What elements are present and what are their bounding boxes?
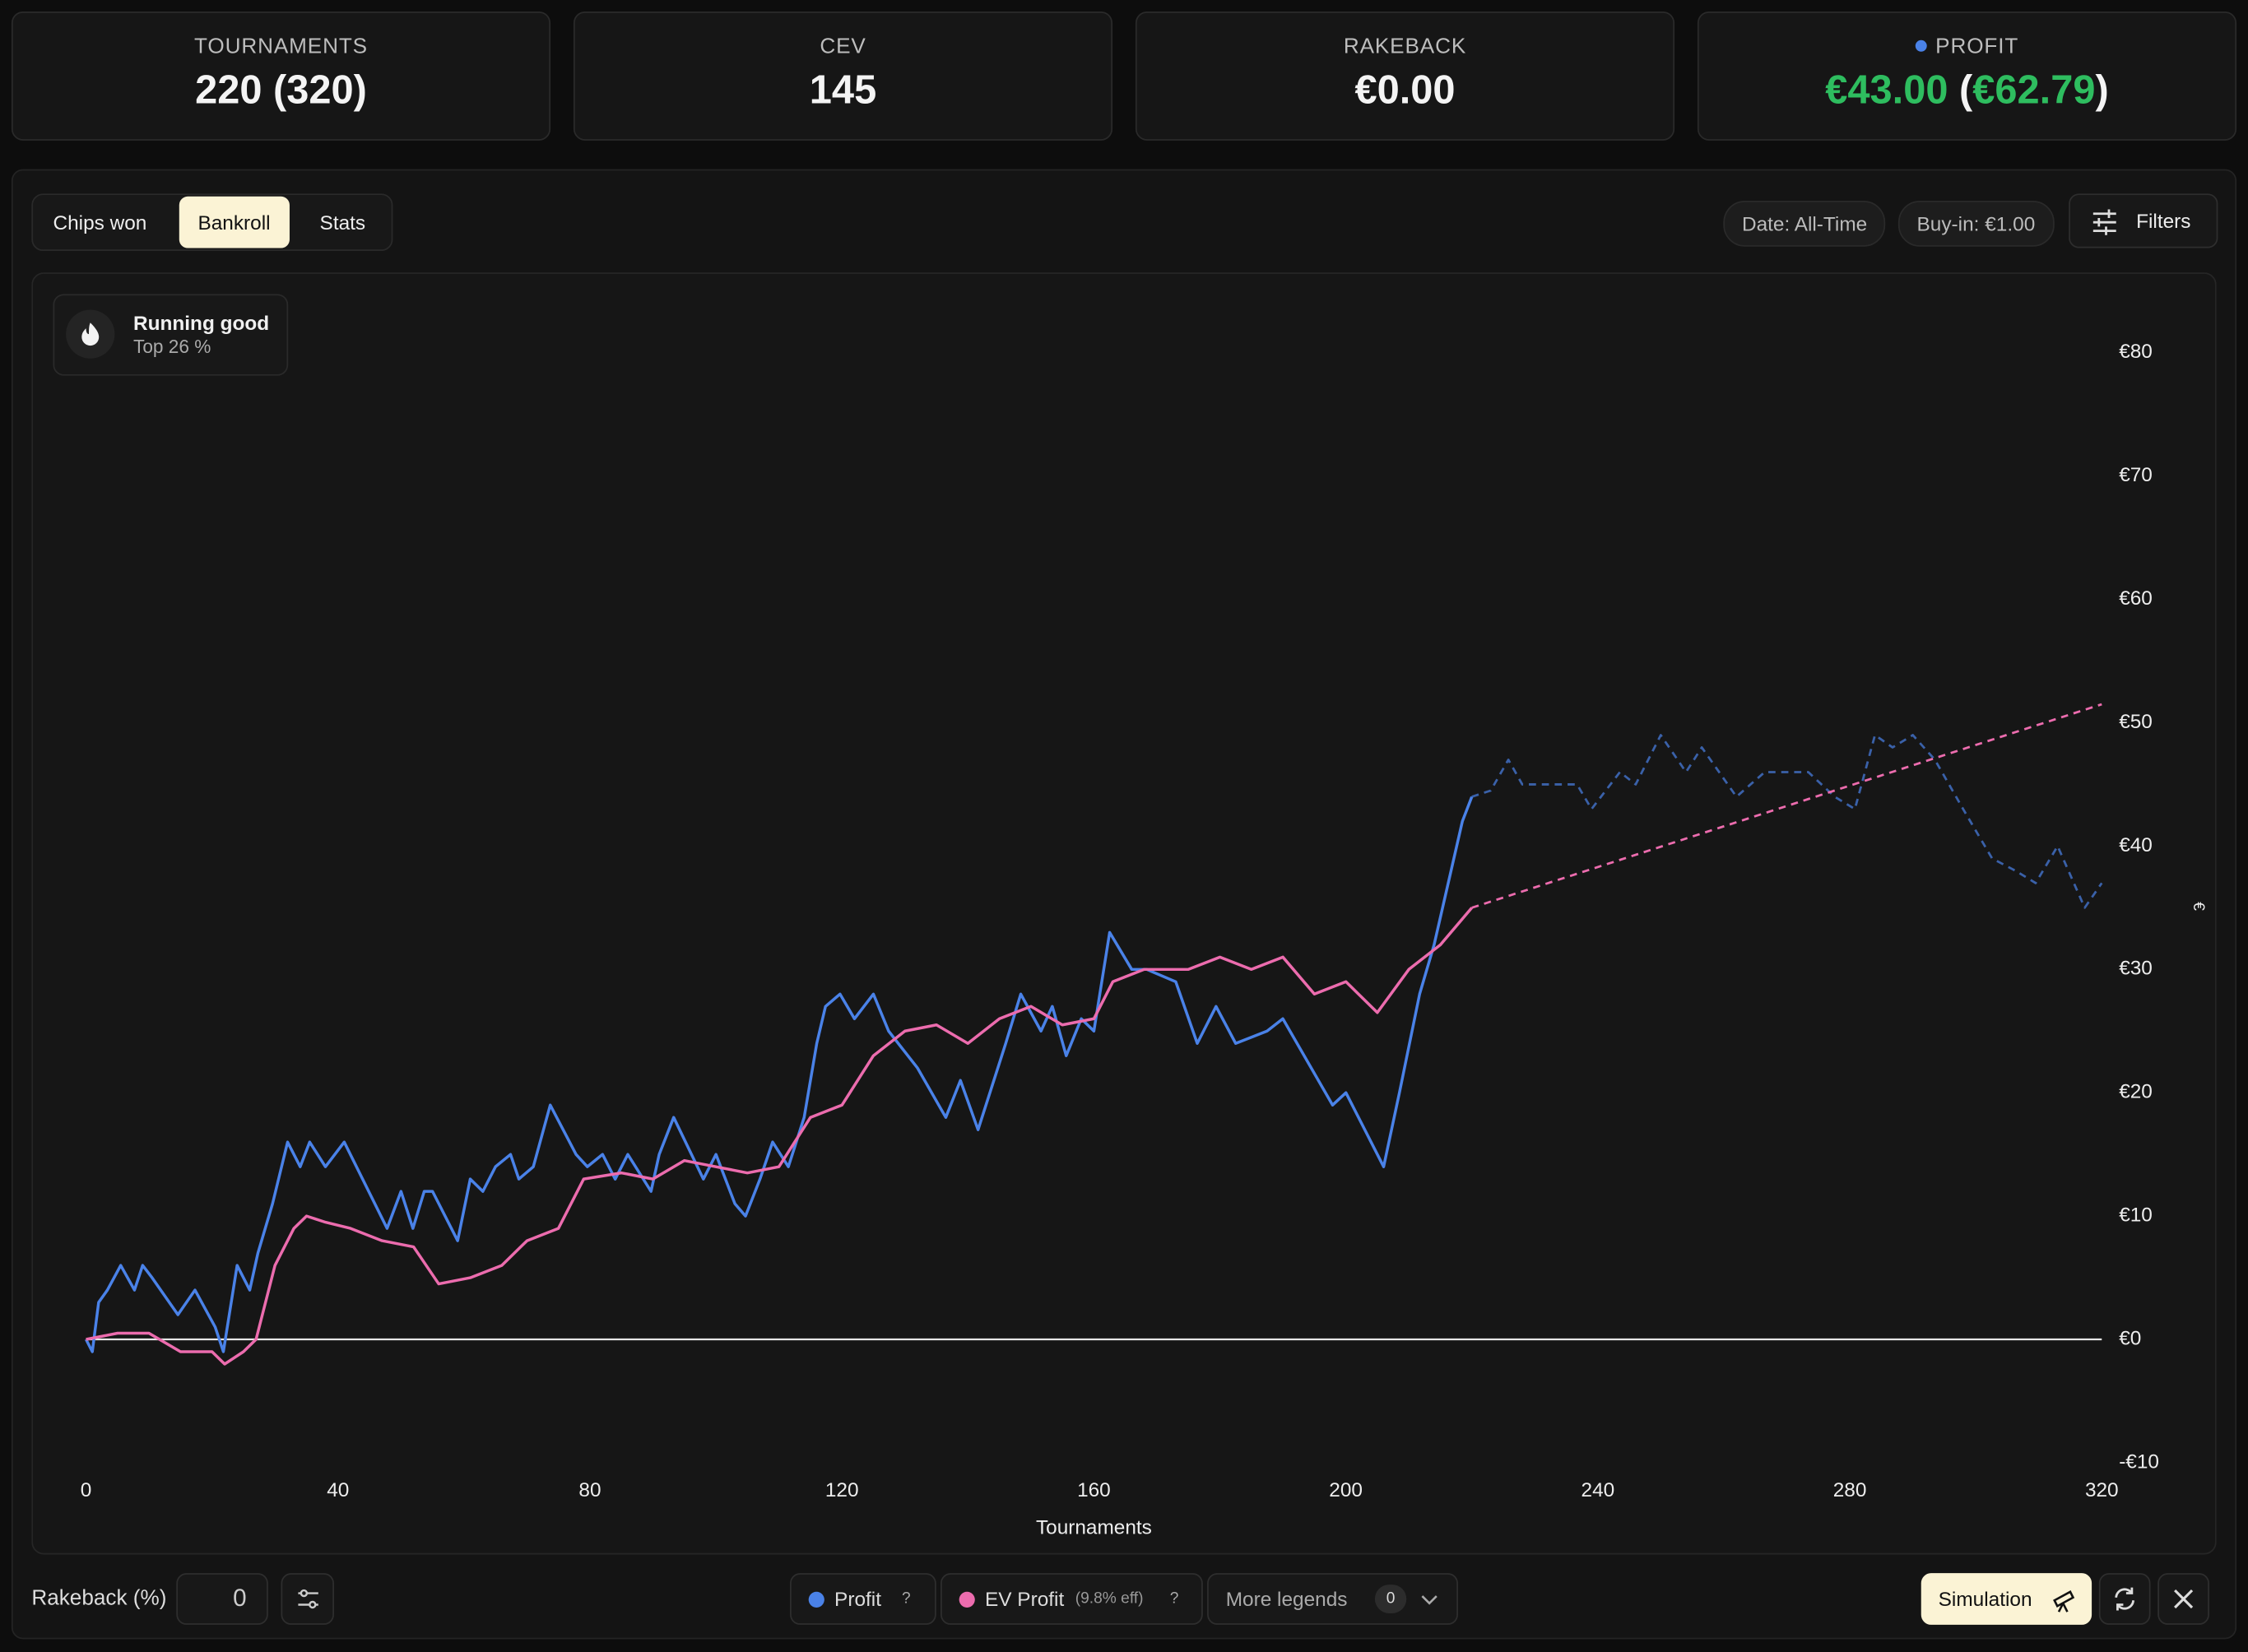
legend-ev[interactable]: EV Profit (9.8% eff) ? [940, 1573, 1203, 1625]
settings-icon [298, 1589, 318, 1609]
y-tick-label: -€10 [2119, 1450, 2159, 1473]
legend-help: ? [901, 1590, 911, 1608]
x-tick-label: 0 [81, 1479, 92, 1501]
legend-profit[interactable]: Profit ? [790, 1573, 936, 1625]
more-legends-label: More legends [1225, 1587, 1348, 1611]
x-tick-label: 320 [2085, 1479, 2119, 1501]
stat-value: €0.00 [1354, 67, 1456, 112]
tabs: Chips won Bankroll Stats [31, 193, 393, 252]
x-tick-label: 40 [327, 1479, 349, 1501]
legend-note: (9.8% eff) [1075, 1590, 1144, 1608]
legend-help: ? [1169, 1590, 1179, 1608]
x-tick-label: 120 [825, 1479, 859, 1501]
x-tick-label: 240 [1581, 1479, 1615, 1501]
rakeback-label: Rakeback (%) [31, 1585, 167, 1611]
stat-card: TOURNAMENTS 220 (320) [11, 11, 551, 141]
y-tick-label: €40 [2119, 834, 2153, 856]
filter-chip[interactable]: Date: All-Time [1723, 201, 1886, 247]
refresh-button[interactable] [2098, 1573, 2151, 1625]
close-button[interactable] [2157, 1573, 2209, 1625]
stat-card: CEV 145 [573, 11, 1113, 141]
more-legends[interactable]: More legends 0 [1207, 1573, 1458, 1625]
stat-label: TOURNAMENTS [194, 34, 368, 59]
rakeback-settings[interactable] [281, 1573, 334, 1625]
more-count: 0 [1374, 1585, 1407, 1613]
y-axis-label: € [2190, 902, 2207, 911]
ev-profit: €62.79 [1972, 67, 2096, 112]
series-line-dashed [1471, 703, 2102, 909]
stat-label: CEV [820, 34, 866, 59]
badge-title: Running good [133, 313, 269, 335]
y-tick-label: €10 [2119, 1204, 2153, 1227]
x-axis-label: Tournaments [1036, 1517, 1152, 1539]
x-tick-label: 160 [1077, 1479, 1111, 1501]
legend-label: EV Profit [984, 1587, 1065, 1611]
y-tick-label: €30 [2119, 958, 2153, 980]
chevron [1421, 1595, 1438, 1605]
legend-swatch [808, 1591, 824, 1608]
stat-value: €43.00 (€62.79) [1699, 67, 2236, 114]
stat-label: RAKEBACK [1343, 34, 1467, 59]
filter-chip[interactable]: Buy-in: €1.00 [1897, 201, 2054, 247]
stat-card: RAKEBACK €0.00 [1135, 11, 1675, 141]
x-tick-label: 80 [578, 1479, 601, 1501]
badge [53, 294, 289, 376]
stat-value: 145 [809, 67, 877, 112]
x-tick-label: 280 [1833, 1479, 1867, 1501]
telescope-icon [2053, 1590, 2075, 1613]
y-tick-label: €20 [2119, 1081, 2153, 1103]
x-tick-label: 200 [1329, 1479, 1363, 1501]
tab[interactable]: Stats [319, 211, 366, 234]
paren: ( [1959, 67, 1973, 112]
stat-label: PROFIT [1699, 34, 2236, 59]
stat-label-text: PROFIT [1935, 34, 2019, 59]
legend-label: Profit [834, 1587, 882, 1611]
filters-button[interactable]: Filters [2069, 193, 2218, 248]
stat-value: 220 (320) [195, 67, 367, 112]
y-tick-label: €80 [2119, 341, 2153, 363]
rakeback-input[interactable]: 0 [176, 1573, 268, 1625]
series-line-dashed [1471, 734, 2103, 909]
series-line [86, 907, 1474, 1366]
dot [1915, 39, 1927, 52]
simulation-label: Simulation [1938, 1587, 2032, 1611]
y-tick-label: €50 [2119, 711, 2153, 733]
paren: ) [2095, 67, 2109, 112]
filters-icon [2092, 209, 2116, 235]
badge-subtitle: Top 26 % [133, 336, 211, 357]
tab-active[interactable]: Bankroll [179, 196, 290, 248]
stat-card: PROFIT €43.00 (€62.79) [1697, 11, 2237, 141]
refresh-icon [2115, 1587, 2135, 1611]
series-line [84, 796, 1474, 1353]
profit: €43.00 [1825, 67, 1948, 112]
y-tick-label: €60 [2119, 587, 2153, 610]
tab[interactable]: Chips won [53, 211, 147, 234]
y-tick-label: €0 [2119, 1327, 2141, 1349]
close-icon [2174, 1589, 2194, 1609]
flame-icon [81, 323, 100, 346]
chart: Running good Top 26 % -€10 €0 €10 €20 €30 €40… [31, 272, 2217, 1555]
legend-swatch [959, 1591, 975, 1608]
simulation-button[interactable]: Simulation [1921, 1573, 2092, 1625]
chart-frame [31, 272, 2217, 1555]
filters-label: Filters [2136, 209, 2191, 233]
y-tick-label: €70 [2119, 464, 2153, 486]
